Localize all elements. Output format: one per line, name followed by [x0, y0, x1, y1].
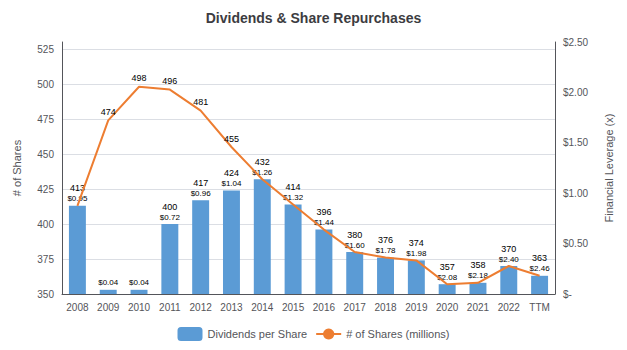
svg-text:$1.60: $1.60 [344, 240, 365, 250]
svg-text:2016: 2016 [313, 302, 336, 313]
svg-text:$2.40: $2.40 [499, 255, 520, 264]
svg-text:$0.04: $0.04 [98, 278, 119, 287]
svg-text:375: 375 [37, 254, 54, 265]
svg-text:# of Shares (millions): # of Shares (millions) [346, 328, 449, 340]
svg-text:380: 380 [347, 230, 362, 240]
svg-text:Financial Leverage (x): Financial Leverage (x) [603, 114, 615, 223]
svg-text:$1.50: $1.50 [563, 137, 588, 148]
svg-text:376: 376 [378, 235, 393, 245]
svg-text:$0.95: $0.95 [67, 194, 88, 203]
svg-text:2022: 2022 [498, 302, 521, 313]
svg-text:2015: 2015 [282, 302, 305, 313]
svg-text:496: 496 [162, 76, 177, 86]
svg-text:500: 500 [37, 79, 54, 90]
svg-text:424: 424 [224, 168, 239, 178]
svg-text:425: 425 [37, 184, 54, 195]
svg-text:$0.50: $0.50 [563, 238, 588, 249]
svg-text:$2.18: $2.18 [468, 271, 488, 281]
svg-text:481: 481 [193, 97, 208, 107]
svg-text:2020: 2020 [436, 302, 459, 313]
svg-text:2009: 2009 [97, 302, 120, 313]
svg-text:358: 358 [470, 260, 485, 270]
svg-text:475: 475 [37, 114, 54, 125]
svg-text:2008: 2008 [66, 302, 89, 313]
svg-text:$0.96: $0.96 [191, 189, 212, 198]
svg-text:$0.72: $0.72 [160, 213, 181, 222]
svg-text:$1.44: $1.44 [314, 218, 335, 227]
svg-text:350: 350 [37, 289, 54, 300]
svg-text:525: 525 [37, 44, 54, 55]
svg-text:450: 450 [37, 149, 54, 160]
svg-text:$0.04: $0.04 [129, 278, 150, 287]
svg-text:400: 400 [37, 219, 54, 230]
svg-text:Dividends & Share Repurchases: Dividends & Share Repurchases [206, 10, 422, 26]
svg-text:2021: 2021 [467, 302, 490, 313]
svg-text:2012: 2012 [190, 302, 213, 313]
svg-text:432: 432 [255, 157, 270, 167]
svg-text:2018: 2018 [374, 302, 397, 313]
svg-text:474: 474 [101, 107, 116, 117]
svg-text:$2.46: $2.46 [530, 264, 551, 273]
svg-text:357: 357 [440, 262, 455, 272]
svg-text:413: 413 [69, 183, 85, 194]
svg-text:TTM: TTM [529, 302, 550, 313]
svg-text:2019: 2019 [405, 302, 428, 313]
svg-text:498: 498 [132, 73, 147, 83]
svg-text:2014: 2014 [251, 302, 274, 313]
svg-text:# of Shares: # of Shares [11, 139, 23, 196]
svg-text:363: 363 [532, 253, 547, 263]
svg-text:374: 374 [409, 238, 424, 248]
svg-text:417: 417 [193, 178, 208, 188]
svg-text:396: 396 [316, 207, 331, 217]
svg-text:$1.32: $1.32 [283, 193, 304, 202]
svg-text:414: 414 [286, 182, 301, 192]
svg-text:$-: $- [563, 289, 572, 300]
svg-text:400: 400 [162, 202, 177, 212]
svg-text:2017: 2017 [344, 302, 367, 313]
svg-text:370: 370 [501, 244, 516, 254]
svg-text:$1.78: $1.78 [376, 246, 397, 255]
svg-text:2013: 2013 [220, 302, 243, 313]
svg-text:$1.04: $1.04 [221, 179, 242, 188]
svg-text:2011: 2011 [159, 302, 181, 313]
svg-text:$1.26: $1.26 [252, 167, 273, 177]
svg-text:$2.08: $2.08 [437, 273, 458, 282]
svg-text:$2.50: $2.50 [563, 37, 588, 48]
svg-text:455: 455 [224, 134, 239, 144]
svg-text:Dividends per Share: Dividends per Share [208, 328, 308, 340]
svg-text:$1.98: $1.98 [406, 249, 427, 258]
svg-text:$1.00: $1.00 [563, 188, 588, 199]
svg-text:$2.00: $2.00 [563, 87, 588, 98]
svg-text:2010: 2010 [128, 302, 151, 313]
